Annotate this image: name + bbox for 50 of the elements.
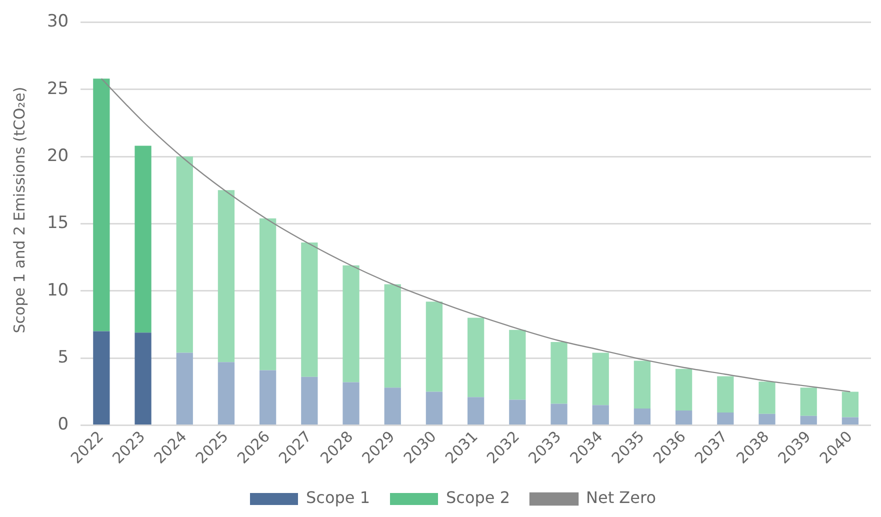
y-tick-label: 25 [46,78,69,99]
bar [384,388,401,425]
bar [509,400,526,425]
bar [260,218,276,370]
bar [550,342,568,404]
bar [260,370,276,425]
y-tick-label: 0 [58,414,69,435]
bar [218,190,235,362]
bar [758,414,776,425]
bar [93,331,110,425]
bar [717,412,734,425]
y-tick-label: 30 [46,12,69,32]
bar [758,382,776,414]
bar [550,404,568,425]
bar [675,368,692,410]
bar [467,397,484,425]
y-axis-title: Scope 1 and 2 Emissions (tCO₂e) [10,86,28,334]
bar [134,332,152,425]
bar [800,416,817,425]
bar [592,352,609,406]
bar [800,388,817,416]
bar [426,302,443,392]
y-tick-label: 5 [58,348,69,368]
bar [93,78,110,332]
y-tick-label: 20 [46,146,69,166]
bar [342,382,360,425]
bar [218,362,235,425]
legend-label: Scope 1 [306,488,370,508]
bar [342,265,360,382]
bar [592,405,609,425]
bar [134,146,152,333]
legend-label: Net Zero [586,488,656,508]
bar [509,330,526,400]
bar [426,392,443,425]
legend-label: Scope 2 [446,488,510,508]
bar [634,408,651,425]
y-tick-label: 10 [46,280,69,300]
bar [842,417,859,425]
bar [176,156,193,353]
bar [842,392,859,418]
line-series [100,78,851,392]
y-tick-label: 15 [46,213,69,234]
bar [301,376,318,425]
bar [176,352,193,425]
bar [384,284,401,388]
bar [675,410,692,425]
bar [717,376,734,413]
bar [467,318,484,398]
bar [301,242,318,377]
bar [634,360,651,408]
